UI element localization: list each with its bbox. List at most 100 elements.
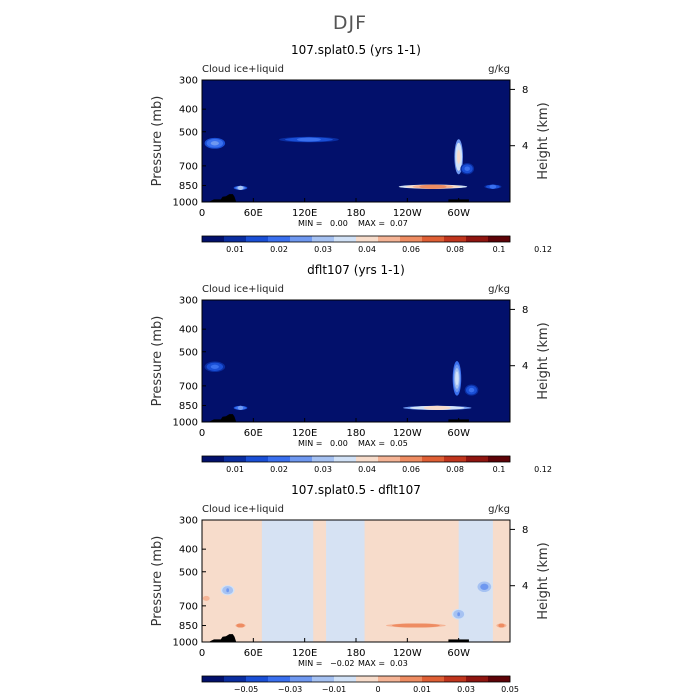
x-tick-label: 0	[199, 648, 205, 659]
colorbar-swatch	[466, 676, 489, 682]
stat-min-label: MIN =	[298, 219, 323, 228]
topography	[208, 194, 237, 202]
field-band	[326, 520, 365, 642]
x-tick-label: 120W	[393, 428, 422, 439]
stat-min-value: 0.00	[330, 439, 348, 448]
colorbar-label: 0.04	[358, 245, 376, 254]
y2-tick-label: 8	[522, 305, 528, 316]
contour-field	[202, 80, 510, 202]
variable-label: Cloud ice+liquid	[202, 284, 284, 295]
colorbar-swatch	[378, 236, 401, 242]
y-tick-label: 1000	[173, 198, 198, 209]
colorbar-label: 0.03	[314, 465, 332, 474]
x-tick-label: 60E	[244, 428, 263, 439]
x-tick-label: 120W	[393, 648, 422, 659]
colorbar-swatch	[444, 676, 467, 682]
colorbar-label: 0.1	[493, 245, 506, 254]
variable-label: Cloud ice+liquid	[202, 64, 284, 75]
colorbar-label: 0.06	[402, 245, 420, 254]
colorbar: −0.05 −0.03 −0.01 0 0.01 0.03 0.05	[201, 675, 519, 694]
y2-tick-label: 4	[522, 141, 528, 152]
topography	[208, 414, 237, 422]
colorbar-label: −0.03	[278, 685, 303, 694]
colorbar-swatch	[268, 456, 291, 462]
colorbar-swatch	[268, 676, 291, 682]
contour-feature	[491, 184, 495, 189]
stat-max-value: 0.05	[390, 439, 408, 448]
variable-label: Cloud ice+liquid	[202, 504, 284, 515]
colorbar-swatch	[290, 236, 313, 242]
stat-max-value: 0.03	[390, 659, 408, 668]
colorbar-swatch	[202, 456, 225, 462]
y-tick-label: 700	[179, 381, 198, 392]
colorbar-swatch	[312, 456, 335, 462]
colorbar-swatch	[356, 456, 379, 462]
colorbar-label: 0.02	[270, 465, 288, 474]
stat-max-label: MAX =	[358, 439, 385, 448]
contour-feature	[457, 612, 461, 617]
colorbar: 0.01 0.02 0.03 0.04 0.06 0.08 0.1 0.12	[201, 235, 552, 254]
colorbar-swatch	[268, 236, 291, 242]
contour-field	[202, 520, 510, 642]
colorbar-swatch	[334, 676, 357, 682]
colorbar-swatch	[290, 456, 313, 462]
y-tick-label: 1000	[173, 418, 198, 429]
colorbar-frame	[201, 455, 511, 463]
colorbar-swatch	[400, 676, 423, 682]
colorbar-swatch	[488, 236, 511, 242]
colorbar-swatch	[422, 456, 445, 462]
stat-max-label: MAX =	[358, 219, 385, 228]
colorbar-swatch	[202, 676, 225, 682]
contour-feature	[500, 623, 503, 628]
y2-tick-label: 4	[522, 361, 528, 372]
x-tick-label: 60W	[447, 428, 470, 439]
colorbar-label: −0.01	[322, 685, 347, 694]
colorbar-label: 0.03	[314, 245, 332, 254]
colorbar-swatch	[246, 456, 269, 462]
y-tick-label: 850	[179, 401, 198, 412]
panel-title: 107.splat0.5 (yrs 1-1)	[291, 43, 421, 57]
panel-2: dflt107 (yrs 1-1) Cloud ice+liquid g/kg 300…	[150, 263, 552, 474]
colorbar-swatch	[312, 676, 335, 682]
x-tick-label: 60E	[244, 648, 263, 659]
colorbar-label: 0.08	[446, 465, 464, 474]
y2-tick-label: 4	[522, 581, 528, 592]
colorbar-swatch	[378, 456, 401, 462]
y-tick-label: 850	[179, 181, 198, 192]
colorbar: 0.01 0.02 0.03 0.04 0.06 0.08 0.1 0.12	[201, 455, 552, 474]
colorbar-swatch	[312, 236, 335, 242]
colorbar-swatch	[422, 676, 445, 682]
contour-field	[202, 300, 510, 422]
colorbar-swatch	[378, 676, 401, 682]
colorbar-label: 0.06	[402, 465, 420, 474]
panel-3: 107.splat0.5 - dflt107 Cloud ice+liquid g/…	[150, 483, 551, 694]
colorbar-label: 0	[375, 685, 380, 694]
contour-feature	[470, 388, 473, 393]
x-tick-label: 60E	[244, 208, 263, 219]
contour-feature	[239, 405, 242, 410]
x-tick-label: 120E	[292, 428, 317, 439]
contour-feature	[205, 596, 208, 601]
colorbar-swatch	[246, 236, 269, 242]
colorbar-label: 0.01	[226, 465, 244, 474]
colorbar-label: 0.01	[413, 685, 431, 694]
stat-min-value: −0.02	[330, 659, 355, 668]
y-tick-label: 400	[179, 325, 198, 336]
colorbar-swatch	[422, 236, 445, 242]
y-axis-label: Pressure (mb)	[150, 96, 165, 187]
contour-feature	[302, 137, 315, 142]
x-tick-label: 180	[346, 428, 365, 439]
colorbar-swatch	[224, 456, 247, 462]
y2-axis-label: Height (km)	[536, 102, 551, 179]
colorbar-swatch	[488, 456, 511, 462]
panel-1: 107.splat0.5 (yrs 1-1) Cloud ice+liquid g/…	[150, 43, 552, 254]
contour-feature	[212, 364, 217, 369]
colorbar-swatch	[334, 236, 357, 242]
y-axis-label: Pressure (mb)	[150, 536, 165, 627]
stat-min-value: 0.00	[330, 219, 348, 228]
y-tick-label: 1000	[173, 638, 198, 649]
field-band	[458, 520, 493, 642]
x-tick-label: 120E	[292, 648, 317, 659]
colorbar-swatch	[356, 236, 379, 242]
